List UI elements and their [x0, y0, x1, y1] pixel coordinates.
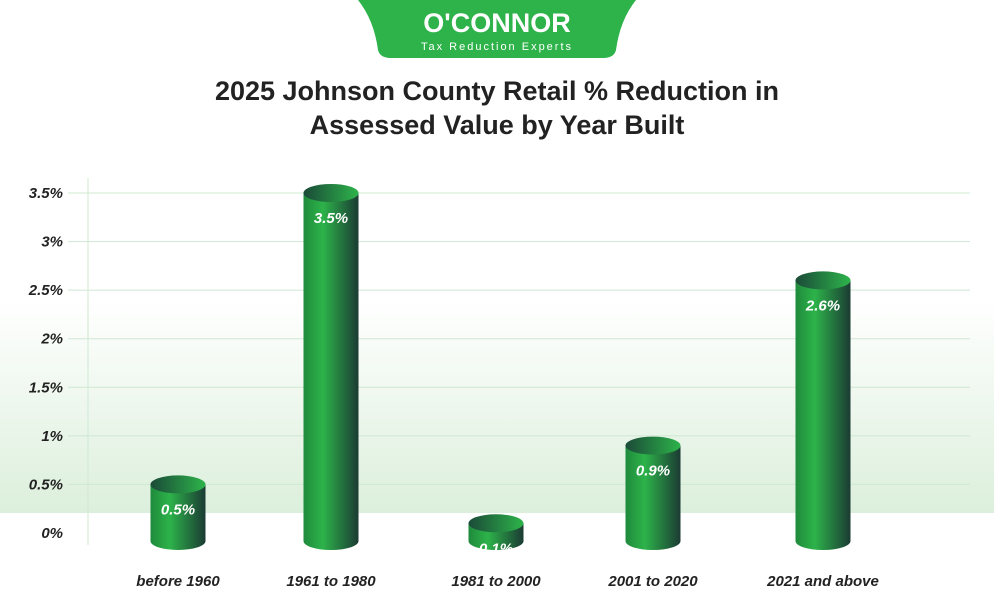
bar-body [625, 445, 681, 550]
bar-0: 0.5% before 1960 [136, 475, 220, 590]
oconnor-logo: O'CONNOR Tax Reduction Experts [358, 0, 636, 58]
x-tick-label: 2001 to 2020 [607, 573, 698, 590]
bar-body [795, 280, 851, 550]
y-tick-label: 1.5% [29, 379, 63, 396]
chart-title: 2025 Johnson County Retail % Reduction i… [0, 74, 994, 142]
bar-3: 0.9% 2001 to 2020 [607, 436, 698, 590]
y-tick-label: 3% [41, 234, 63, 251]
data-label: 0.9% [636, 463, 670, 480]
x-tick-label: 1961 to 1980 [286, 573, 376, 590]
svg-text:Tax Reduction Experts: Tax Reduction Experts [421, 41, 573, 53]
bar-top [150, 475, 206, 494]
bar-1: 3.5% 1961 to 1980 [286, 184, 376, 590]
data-label: 0.1% [479, 540, 513, 557]
x-tick-label: before 1960 [136, 573, 220, 590]
x-tick-label: 1981 to 2000 [451, 573, 541, 590]
chart-title-line-2: Assessed Value by Year Built [309, 110, 685, 140]
x-tick-label: 2021 and above [766, 573, 879, 590]
chart-title-line-1: 2025 Johnson County Retail % Reduction i… [214, 76, 780, 106]
bar-body [303, 193, 359, 550]
bar-top [625, 436, 681, 455]
bar-top [303, 184, 359, 202]
data-label: 2.6% [805, 297, 840, 314]
bar-body [150, 484, 206, 550]
data-label: 0.5% [161, 501, 195, 518]
y-tick-label: 2.5% [28, 282, 63, 299]
y-tick-label: 1% [41, 428, 63, 445]
y-tick-label: 2% [40, 331, 63, 348]
y-tick-label: 0% [41, 525, 63, 542]
bar-4: 2.6% 2021 and above [766, 271, 879, 590]
data-label: 3.5% [314, 210, 348, 227]
y-tick-label: 0.5% [29, 476, 63, 493]
bar-2: 0.1% 1981 to 2000 [451, 514, 541, 590]
bar-top [795, 271, 851, 290]
y-tick-label: 3.5% [29, 185, 63, 202]
bar-top [468, 514, 524, 533]
svg-text:O'CONNOR: O'CONNOR [423, 8, 570, 38]
